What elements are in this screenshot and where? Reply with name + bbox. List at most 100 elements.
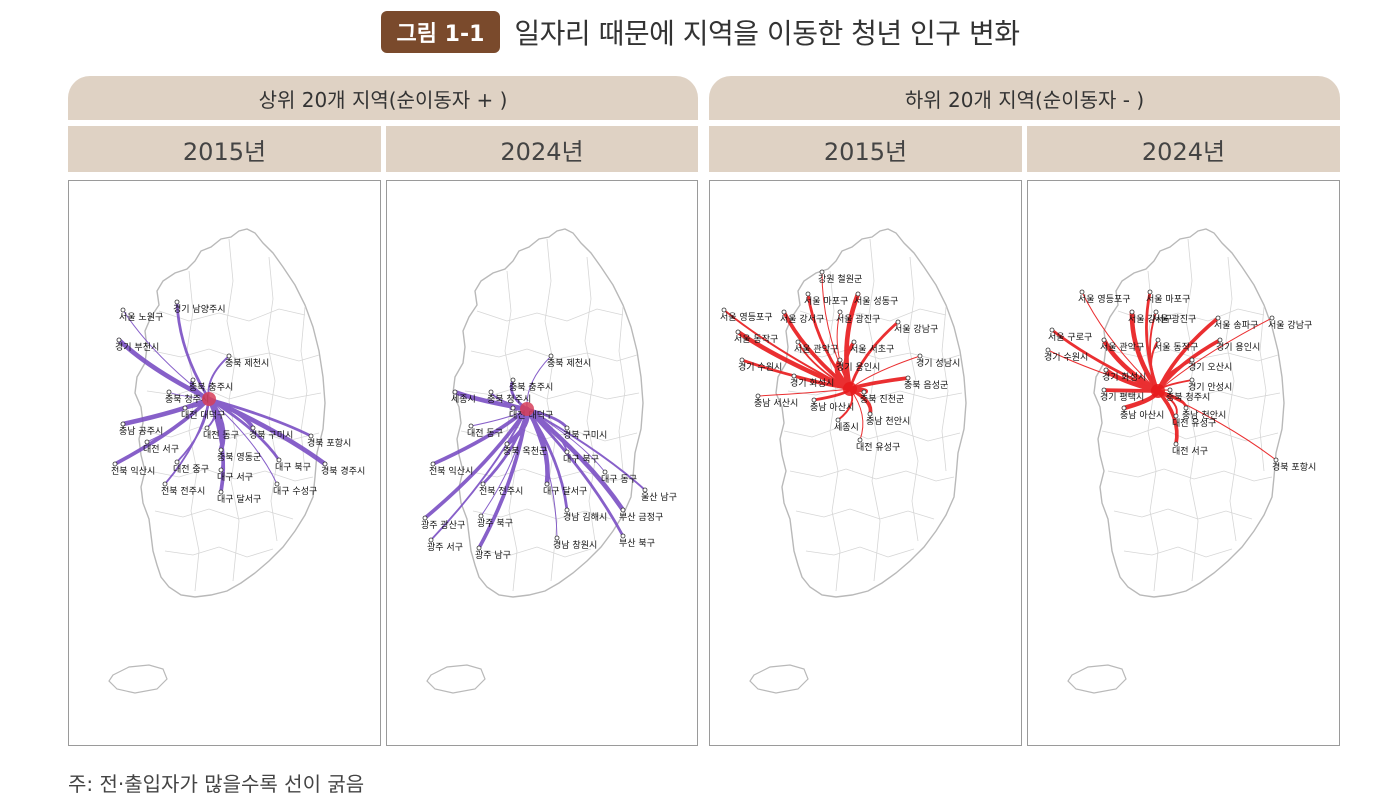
korea-outline <box>1093 228 1285 598</box>
region-label: 경북 포항시 <box>1272 461 1316 473</box>
flow-line <box>844 291 861 392</box>
region-label: 충북 충주시 <box>509 382 553 393</box>
region-label: 대전 유성구 <box>856 442 900 453</box>
region-point <box>226 353 232 359</box>
region-label: 서울 마포구 <box>1146 294 1190 305</box>
figure-title-bar: 그림 1-1 일자리 때문에 지역을 이동한 청년 인구 변화 <box>0 10 1400 54</box>
flow-line <box>526 408 558 539</box>
region-point <box>837 309 843 315</box>
region-label: 서울 마포구 <box>804 296 848 307</box>
flow-line <box>430 408 528 541</box>
region-point <box>805 291 811 297</box>
region-point <box>488 389 494 395</box>
region-label: 경북 구미시 <box>249 429 293 441</box>
region-label: 대구 동구 <box>601 474 637 485</box>
flow-line <box>525 407 625 538</box>
region-point <box>174 299 180 305</box>
flow-line <box>1081 291 1159 392</box>
region-point <box>218 447 224 453</box>
region-point <box>1167 387 1173 393</box>
region-label: 광주 남구 <box>475 549 511 561</box>
region-point <box>1121 405 1127 411</box>
region-label: 광주 광산구 <box>421 519 465 531</box>
flow-line <box>524 406 626 513</box>
region-point <box>116 337 122 343</box>
region-point <box>1189 377 1195 383</box>
flow-line <box>1129 309 1161 394</box>
region-point <box>855 291 861 297</box>
flow-line <box>526 408 646 491</box>
region-point <box>510 377 516 383</box>
region-label: 부산 북구 <box>619 538 655 549</box>
region-label: 서울 동작구 <box>734 334 778 345</box>
region-point <box>204 425 210 431</box>
region-point <box>250 425 256 431</box>
map-panel-top20-2024: 충북 제천시 충북 충주시 세종시 충북 청주시 대전 대덕구 대전 동구 경북 구미시 충북… <box>386 180 698 746</box>
region-point <box>182 405 188 411</box>
region-label: 충남 아산시 <box>1120 410 1164 421</box>
region-label: 경남 김해시 <box>563 511 607 523</box>
district-boundaries <box>783 238 963 592</box>
region-point <box>190 377 196 383</box>
region-point <box>1155 337 1161 343</box>
region-label: 충북 청주시 <box>165 394 209 405</box>
region-label: 충남 공주시 <box>119 426 163 437</box>
region-point <box>835 417 841 423</box>
flow-line <box>431 407 529 466</box>
region-label: 대구 달서구 <box>217 493 261 505</box>
region-label: 대전 동구 <box>467 428 503 439</box>
region-point <box>1079 289 1085 295</box>
flow-line <box>1102 388 1160 393</box>
region-label: 전북 익산시 <box>429 465 473 477</box>
hub-marker <box>843 382 857 396</box>
region-point <box>602 469 608 475</box>
region-point <box>322 461 328 467</box>
year-header-top20-2015: 2015년 <box>68 126 381 172</box>
region-point <box>851 339 857 345</box>
region-label: 경남 창원시 <box>553 539 597 551</box>
region-label: 대전 서구 <box>143 444 179 455</box>
region-point <box>548 353 554 359</box>
region-label: 경기 부천시 <box>115 341 159 353</box>
region-label: 경기 남양주시 <box>173 303 226 315</box>
region-point <box>1101 337 1107 343</box>
region-point <box>857 437 863 443</box>
region-point <box>478 513 484 519</box>
group-header-bottom20: 하위 20개 지역(순이동자 - ) <box>709 76 1340 120</box>
region-point <box>1101 387 1107 393</box>
region-label: 경북 경주시 <box>321 465 365 477</box>
flow-line <box>122 309 210 400</box>
region-label: 경기 오산시 <box>1188 361 1232 373</box>
region-label: 충남 서산시 <box>754 398 798 409</box>
region-point <box>1103 367 1109 373</box>
region-label: 세종시 <box>451 394 476 405</box>
region-point <box>120 307 126 313</box>
jeju-outline <box>749 664 809 694</box>
flow-line <box>207 397 226 494</box>
region-point <box>174 459 180 465</box>
region-point <box>1173 441 1179 447</box>
region-label: 경기 성남시 <box>916 357 960 369</box>
region-label: 충북 제천시 <box>547 358 591 369</box>
region-point <box>791 373 797 379</box>
flow-line <box>113 397 211 466</box>
region-label: 강원 철원군 <box>818 274 862 285</box>
region-point <box>1189 357 1195 363</box>
region-point <box>166 389 172 395</box>
region-label: 대구 북구 <box>563 454 599 465</box>
hub-marker <box>520 402 534 416</box>
region-point <box>504 441 510 447</box>
region-point <box>1183 405 1189 411</box>
district-boundaries <box>1101 238 1281 592</box>
region-label: 서울 영등포구 <box>1078 294 1131 305</box>
region-label: 충북 청주시 <box>487 394 531 405</box>
region-point <box>564 425 570 431</box>
region-label: 충남 아산시 <box>810 402 854 413</box>
region-label: 서울 강남구 <box>1268 320 1312 331</box>
flow-line <box>175 300 211 401</box>
region-point <box>1129 309 1135 315</box>
